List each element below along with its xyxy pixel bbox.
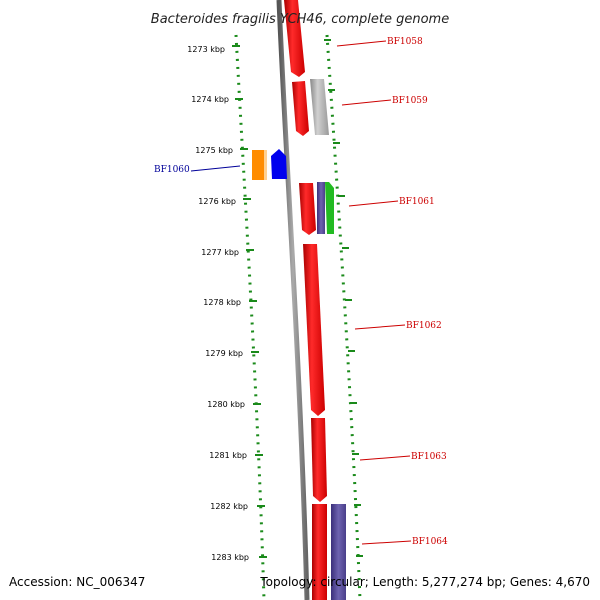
gene-bf1062[interactable]: [303, 244, 325, 416]
gene-bf1059-gray[interactable]: [310, 79, 329, 135]
topology-text: Topology: circular; Length: 5,277,274 bp…: [259, 575, 590, 589]
tick-label-1281: 1281 kbp: [209, 451, 247, 460]
genome-title: Bacteroides fragilis YCH46, complete gen…: [151, 12, 449, 27]
gene-bf1063[interactable]: [311, 418, 327, 502]
gene-bf1064-purple[interactable]: [331, 504, 346, 600]
gene-bf1061-green[interactable]: [325, 182, 334, 234]
gene-labels: BF1058 BF1059 BF1060 BF1061 BF1062 BF106…: [154, 37, 448, 547]
tick-label-1278: 1278 kbp: [203, 298, 241, 307]
gene-bf1061-purple[interactable]: [317, 182, 325, 234]
gene-bf1064-red[interactable]: [312, 504, 327, 600]
accession-text: Accession: NC_006347: [9, 575, 145, 589]
label-bf1064[interactable]: BF1064: [412, 537, 448, 547]
gene-bf1058[interactable]: [284, 0, 305, 77]
gene-bf1060-orange[interactable]: [252, 150, 267, 180]
gene-bf1060-orange-edge: [264, 150, 267, 180]
tick-label-1273: 1273 kbp: [187, 45, 225, 54]
label-bf1062[interactable]: BF1062: [406, 321, 442, 331]
tick-label-1280: 1280 kbp: [207, 400, 245, 409]
left-ticks: [232, 45, 267, 558]
label-bf1063[interactable]: BF1063: [411, 452, 447, 462]
gene-features: [252, 0, 346, 600]
label-bf1061[interactable]: BF1061: [399, 197, 435, 207]
tick-label-1279: 1279 kbp: [205, 349, 243, 358]
tick-label-1277: 1277 kbp: [201, 248, 239, 257]
tick-label-1276: 1276 kbp: [198, 197, 236, 206]
tick-labels: 1273 kbp 1274 kbp 1275 kbp 1276 kbp 1277…: [187, 45, 249, 562]
tick-label-1282: 1282 kbp: [210, 502, 248, 511]
label-bf1060[interactable]: BF1060: [154, 165, 190, 175]
tick-label-1275: 1275 kbp: [195, 146, 233, 155]
tick-label-1274: 1274 kbp: [191, 95, 229, 104]
label-leaders: [190, 40, 412, 545]
gene-bf1060-blue[interactable]: [271, 149, 287, 179]
tick-label-1283: 1283 kbp: [211, 553, 249, 562]
gene-bf1061-red[interactable]: [299, 183, 316, 235]
left-guide-dots: [234, 34, 266, 600]
right-guide-dashes: [324, 39, 363, 557]
genome-backbone: [276, 0, 310, 600]
label-bf1059[interactable]: BF1059: [392, 96, 428, 106]
gene-bf1059-red[interactable]: [292, 81, 309, 136]
label-bf1058[interactable]: BF1058: [387, 37, 423, 47]
